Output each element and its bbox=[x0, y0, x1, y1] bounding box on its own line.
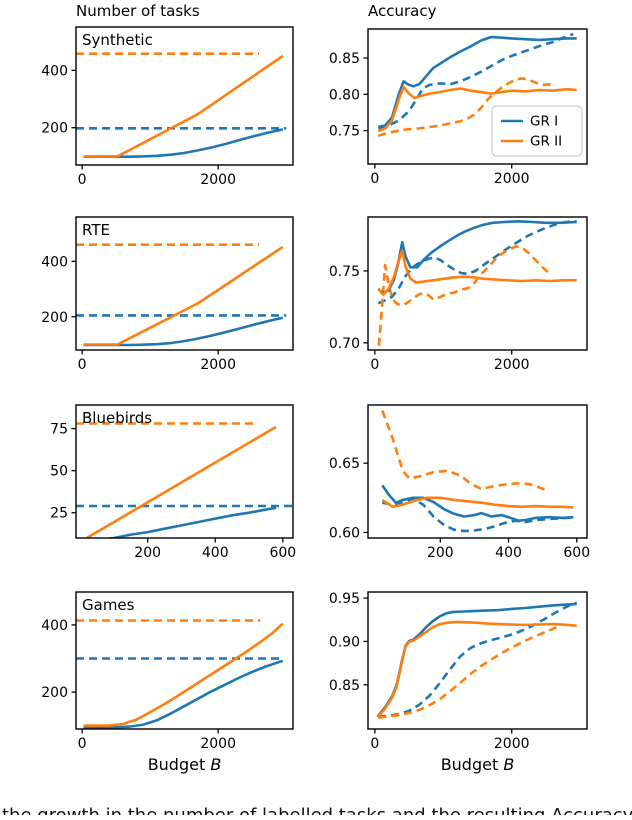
games-accuracy-gr-ii-dashed-line bbox=[378, 624, 561, 719]
rte-tasks-ytick-label: 200 bbox=[41, 310, 68, 326]
column-title-accuracy: Accuracy bbox=[368, 2, 437, 20]
synthetic-tasks-ytick-label: 400 bbox=[41, 63, 68, 79]
games-accuracy-gr-i-dashed-line bbox=[378, 601, 578, 719]
synthetic-tasks-inset-label: Synthetic bbox=[82, 31, 153, 49]
games-tasks-gr-i-line bbox=[83, 659, 284, 729]
column-title-number-of-tasks: Number of tasks bbox=[76, 2, 200, 20]
rte-accuracy-ytick-label: 0.70 bbox=[329, 336, 360, 352]
plot-games-tasks: 0 2000 200 400 Games bbox=[41, 591, 294, 752]
rte-accuracy-xtick-label: 0 bbox=[370, 357, 379, 373]
bluebirds-accuracy-gr-ii-line bbox=[381, 496, 574, 509]
bluebirds-accuracy-frame bbox=[367, 404, 588, 539]
bluebirds-tasks-xtick-label: 200 bbox=[134, 545, 161, 561]
rte-accuracy-xtick-label: 2000 bbox=[494, 357, 530, 373]
rte-accuracy-gr-i-line bbox=[377, 220, 577, 295]
plot-rte-tasks: 0 2000 200 400 RTE bbox=[41, 216, 294, 373]
caption-fragment: the growth in the number of labelled tas… bbox=[2, 807, 632, 815]
games-tasks-xtick-label: 0 bbox=[78, 736, 87, 752]
x-axis-label-left: Budget B bbox=[76, 755, 293, 774]
games-accuracy-xtick-label: 2000 bbox=[494, 736, 530, 752]
games-accuracy-gr-i-line bbox=[376, 602, 577, 718]
games-tasks-frame bbox=[75, 591, 294, 730]
games-accuracy-ytick-label: 0.85 bbox=[329, 678, 360, 694]
bluebirds-accuracy-gr-i-line bbox=[381, 484, 574, 523]
rte-accuracy-gr-i-dashed-line bbox=[377, 220, 577, 305]
bluebirds-tasks-gr-ii-line bbox=[86, 425, 277, 538]
games-tasks-inset-label: Games bbox=[82, 596, 135, 614]
games-tasks-ytick-label: 200 bbox=[41, 685, 68, 701]
synthetic-accuracy-gr-i-line bbox=[378, 35, 577, 129]
synthetic-accuracy-xtick-label: 2000 bbox=[494, 171, 530, 187]
bluebirds-accuracy-gr-ii-dashed-line bbox=[381, 410, 549, 493]
rte-tasks-inset-label: RTE bbox=[82, 221, 110, 239]
bluebirds-accuracy-xtick-label: 200 bbox=[427, 545, 454, 561]
plot-bluebirds-tasks: 200 400 600 25 50 75 Bluebirds bbox=[50, 404, 296, 561]
synthetic-tasks-ytick-label: 200 bbox=[41, 121, 68, 137]
x-axis-label-left-var: B bbox=[210, 755, 222, 774]
x-axis-label-right-text: Budget bbox=[440, 755, 504, 774]
synthetic-accuracy-ytick-label: 0.85 bbox=[329, 51, 360, 67]
synthetic-accuracy-gr-ii-line bbox=[377, 85, 577, 133]
games-accuracy-gr-ii-line bbox=[376, 620, 577, 719]
rte-tasks-ytick-label: 400 bbox=[41, 254, 68, 270]
synthetic-accuracy-gr-ii-dashed-line bbox=[377, 77, 553, 137]
rte-accuracy-gr-ii-line bbox=[377, 249, 577, 296]
rte-tasks-gr-ii-line bbox=[83, 245, 284, 346]
games-tasks-gr-ii-line bbox=[83, 622, 284, 727]
synthetic-accuracy-gr-i-dashed-line bbox=[377, 32, 574, 130]
x-axis-label-right: Budget B bbox=[368, 755, 587, 774]
synthetic-tasks-gr-ii-line bbox=[83, 54, 284, 158]
games-accuracy-ytick-label: 0.95 bbox=[329, 591, 360, 607]
x-axis-label-right-var: B bbox=[503, 755, 515, 774]
rte-tasks-gr-i-line bbox=[83, 316, 284, 347]
synthetic-tasks-frame bbox=[75, 26, 294, 166]
synthetic-tasks-xtick-label: 0 bbox=[78, 172, 87, 188]
bluebirds-accuracy-xtick-label: 400 bbox=[495, 545, 522, 561]
synthetic-tasks-gr-i-line bbox=[83, 128, 284, 158]
bluebirds-tasks-frame bbox=[75, 404, 294, 539]
plot-rte-accuracy: 0 2000 0.70 0.75 bbox=[329, 216, 588, 373]
games-tasks-xtick-label: 2000 bbox=[200, 736, 236, 752]
plot-synthetic-tasks: 0 2000 200 400 Synthetic bbox=[41, 26, 294, 188]
plot-games-accuracy: 0 2000 0.85 0.90 0.95 bbox=[329, 591, 588, 752]
synthetic-accuracy-frame bbox=[367, 28, 588, 165]
synthetic-tasks-xtick-label: 2000 bbox=[200, 172, 236, 188]
bluebirds-accuracy-xtick-label: 600 bbox=[563, 545, 590, 561]
legend-label-gr-i: GR I bbox=[530, 114, 558, 130]
rte-accuracy-frame bbox=[367, 216, 588, 351]
bluebirds-accuracy-ytick-label: 0.60 bbox=[329, 525, 360, 541]
synthetic-accuracy-ytick-label: 0.80 bbox=[329, 87, 360, 103]
bluebirds-tasks-ytick-label: 50 bbox=[50, 464, 68, 480]
bluebirds-tasks-ytick-label: 25 bbox=[50, 506, 68, 522]
bluebirds-tasks-ytick-label: 75 bbox=[50, 422, 68, 438]
bluebirds-tasks-xtick-label: 400 bbox=[202, 545, 229, 561]
games-accuracy-frame bbox=[367, 591, 588, 730]
bluebirds-tasks-inset-label: Bluebirds bbox=[82, 409, 152, 427]
rte-tasks-xtick-label: 2000 bbox=[200, 357, 236, 373]
synthetic-accuracy-xtick-label: 0 bbox=[370, 171, 379, 187]
rte-accuracy-gr-ii-dashed-line bbox=[377, 245, 551, 346]
bluebirds-tasks-gr-i-line bbox=[103, 506, 277, 538]
x-axis-label-left-text: Budget bbox=[147, 755, 211, 774]
legend-label-gr-ii: GR II bbox=[530, 134, 562, 150]
rte-accuracy-ytick-label: 0.75 bbox=[329, 264, 360, 280]
games-accuracy-ytick-label: 0.90 bbox=[329, 634, 360, 650]
games-accuracy-xtick-label: 0 bbox=[370, 736, 379, 752]
games-tasks-ytick-label: 400 bbox=[41, 618, 68, 634]
rte-tasks-frame bbox=[75, 216, 294, 351]
plot-bluebirds-accuracy: 200 400 600 0.60 0.65 bbox=[329, 404, 590, 561]
legend-box bbox=[491, 105, 583, 157]
synthetic-accuracy-ytick-label: 0.75 bbox=[329, 124, 360, 140]
bluebirds-accuracy-ytick-label: 0.65 bbox=[329, 456, 360, 472]
rte-tasks-xtick-label: 0 bbox=[78, 357, 87, 373]
bluebirds-tasks-xtick-label: 600 bbox=[269, 545, 296, 561]
plot-synthetic-accuracy: 0 2000 0.75 0.80 0.85 GR I GR II bbox=[329, 28, 588, 187]
